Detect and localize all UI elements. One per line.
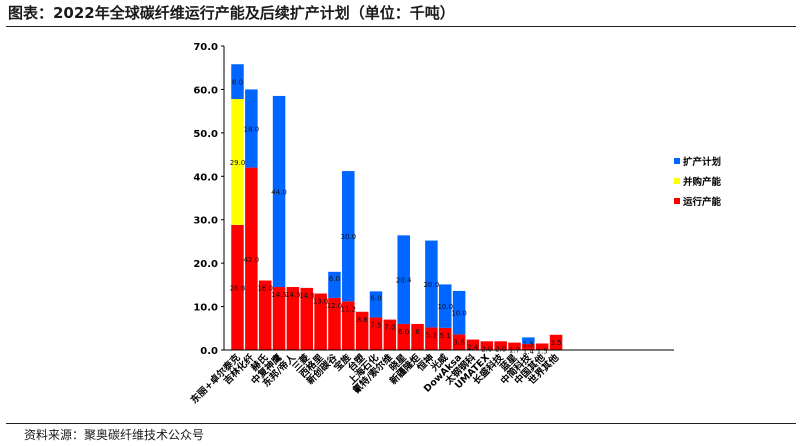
bar-2-0	[231, 64, 244, 99]
bar-0-19	[494, 341, 507, 350]
bar-0-11	[383, 319, 397, 350]
data-label-0-13: 6	[415, 328, 420, 336]
data-label-2-16: 10.0	[451, 310, 467, 318]
bar-2-8	[342, 171, 355, 302]
bar-0-12	[397, 323, 410, 350]
bar-0-2	[258, 280, 272, 350]
data-label-0-10: 7.5	[370, 321, 381, 329]
data-label-0-23: 3.5	[550, 339, 561, 347]
data-label-0-18: 2.0	[481, 345, 492, 353]
data-label-0-3: 14.5	[271, 291, 287, 299]
data-label-0-12: 6.0	[398, 328, 409, 336]
bar-0-13	[411, 323, 424, 350]
data-label-0-6: 13.0	[313, 298, 329, 306]
bar-0-17	[466, 339, 480, 350]
data-label-2-15: 10.0	[437, 303, 453, 311]
data-label-0-4: 14.5	[285, 291, 301, 299]
data-label-0-20: 1.7	[509, 347, 520, 355]
bar-0-0	[231, 224, 244, 350]
bar-2-15	[439, 284, 452, 328]
data-label-0-5: 14.3	[299, 292, 315, 300]
data-label-0-8: 11.2	[341, 305, 357, 313]
bar-0-4	[286, 287, 300, 350]
data-label-0-0: 28.8	[230, 284, 246, 292]
data-label-0-19: 2.0	[495, 345, 506, 353]
data-label-2-10: 6.0	[370, 294, 381, 302]
data-label-0-2: 16.0	[257, 285, 273, 293]
y-tick-label-2: 20.0	[193, 259, 218, 270]
data-label-0-15: 5.1	[440, 332, 451, 340]
y-tick-label-1: 10.0	[193, 303, 218, 314]
bar-0-14	[425, 327, 438, 350]
bar-0-9	[355, 311, 369, 350]
data-label-2-14: 20.0	[424, 281, 440, 289]
bar-2-3	[272, 95, 286, 288]
bar-1-0	[231, 98, 244, 225]
data-label-2-3: 44.0	[271, 188, 287, 196]
bar-2-10	[369, 291, 383, 318]
data-label-0-17: 2.4	[467, 344, 479, 352]
legend-label-1: 并购产能	[683, 176, 722, 188]
legend-label-2: 扩产计划	[683, 156, 721, 168]
bar-2-21	[522, 337, 535, 344]
data-label-2-0: 8.0	[232, 79, 243, 87]
bar-0-8	[342, 301, 355, 350]
bar-0-15	[439, 327, 452, 350]
legend-swatch-1	[674, 178, 680, 184]
title-rule	[6, 26, 796, 27]
data-label-0-11: 7.0	[384, 324, 395, 332]
bar-2-12	[397, 235, 410, 324]
bar-0-20	[508, 342, 521, 350]
bar-0-10	[369, 317, 383, 350]
y-tick-label-5: 50.0	[193, 129, 218, 140]
data-label-2-8: 30.0	[341, 233, 357, 241]
bar-2-1	[245, 89, 258, 168]
bar-0-3	[272, 287, 286, 350]
bar-0-7	[328, 297, 341, 350]
bar-0-22	[535, 343, 549, 350]
data-label-0-14: 5.2	[426, 331, 437, 339]
bar-0-23	[549, 334, 563, 350]
bar-0-5	[300, 287, 313, 350]
data-label-0-1: 42.0	[244, 256, 260, 264]
legend-swatch-2	[674, 158, 680, 164]
data-label-0-16: 3.6	[454, 338, 466, 346]
y-tick-label-6: 60.0	[193, 85, 218, 96]
data-label-2-21: 1.5	[523, 340, 534, 348]
data-label-2-1: 18.0	[244, 126, 260, 134]
bar-0-6	[314, 293, 327, 350]
page-title: 图表：2022年全球碳纤维运行产能及后续扩产计划（单位：千吨）	[8, 4, 455, 22]
y-tick-label-7: 70.0	[193, 42, 218, 53]
footer-rule	[6, 423, 796, 424]
data-label-1-0: 29.0	[230, 159, 246, 167]
bar-2-7	[328, 271, 341, 298]
legend-label-0: 运行产能	[683, 196, 722, 208]
bar-0-16	[452, 334, 466, 350]
data-label-0-22: 1.5	[537, 347, 548, 355]
bar-0-21	[522, 343, 535, 350]
data-label-0-21: 1.4	[523, 348, 535, 356]
data-label-0-7: 12.0	[327, 302, 343, 310]
bar-0-1	[245, 167, 258, 350]
y-tick-label-3: 30.0	[193, 216, 218, 227]
y-tick-label-4: 40.0	[193, 172, 218, 183]
legend-swatch-0	[674, 198, 680, 204]
bar-2-16	[452, 290, 466, 335]
bar-0-18	[480, 341, 494, 350]
data-label-2-12: 20.4	[396, 277, 412, 285]
y-tick-label-0: 0.0	[200, 346, 218, 357]
bar-2-14	[425, 240, 438, 328]
source-note: 资料来源：聚奥碳纤维技术公众号	[24, 428, 205, 442]
data-label-0-9: 8.8	[357, 316, 368, 324]
data-label-2-7: 6.0	[329, 275, 340, 283]
